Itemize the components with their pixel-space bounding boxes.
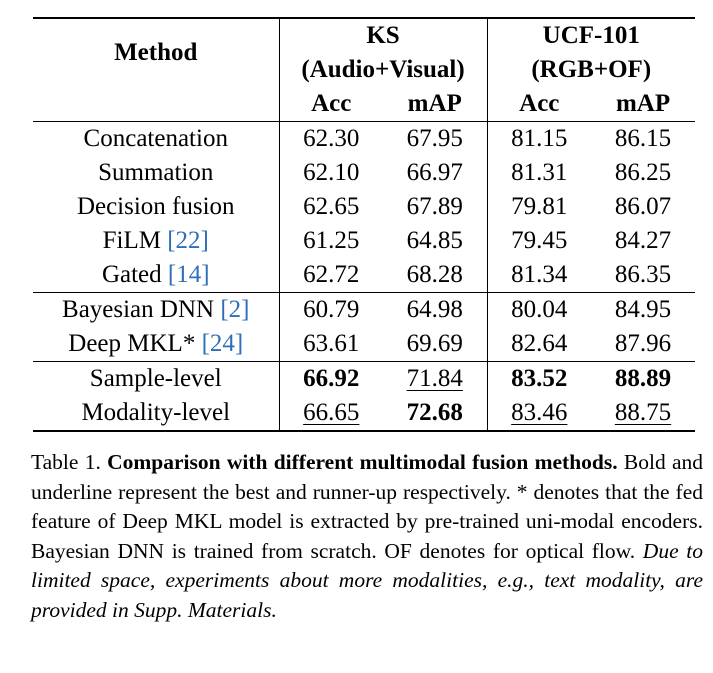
value-cell: 61.25 — [303, 227, 360, 254]
table-body: Concatenation 62.30 67.95 81.15 86.15 Su… — [33, 121, 696, 431]
value-cell: 62.30 — [303, 125, 360, 152]
value-cell-best: 66.92 — [303, 365, 360, 392]
value-cell: 62.65 — [303, 193, 360, 220]
value-cell: 64.85 — [383, 224, 488, 258]
table-row: Deep MKL* [24] 63.61 69.69 82.64 87.96 — [33, 327, 695, 362]
method-header-spacer — [33, 87, 280, 122]
ks-acc-header: Acc — [311, 90, 352, 117]
table-row: Sample-level 66.92 71.84 83.52 88.89 — [33, 361, 696, 396]
method-cell: Bayesian DNN [2] — [33, 292, 280, 327]
method-cell: Gated [14] — [33, 258, 280, 293]
value-cell: 86.15 — [614, 125, 672, 152]
value-cell: 62.10 — [303, 159, 360, 186]
value-cell-runner-up: 66.65 — [303, 399, 360, 426]
ks-map-header: mAP — [383, 87, 488, 122]
table-header: Method KS UCF-101 (Audio+Visual) (RGB+OF… — [33, 18, 696, 122]
value-cell: 67.95 — [383, 121, 488, 156]
ks-group-subheader: (Audio+Visual) — [279, 53, 488, 87]
method-cell: Modality-level — [33, 396, 280, 431]
method-column-header: Method — [33, 18, 280, 87]
value-cell: 63.61 — [303, 330, 360, 357]
value-cell: 68.28 — [383, 258, 488, 293]
table-row: Gated [14] 62.72 68.28 81.34 86.35 — [33, 258, 695, 293]
value-cell: 86.25 — [614, 159, 672, 186]
value-cell-runner-up: 83.46 — [511, 399, 568, 426]
method-cell: Decision fusion — [33, 190, 280, 224]
table-row: Decision fusion 62.65 67.89 79.81 86.07 — [33, 190, 695, 224]
value-cell: 82.64 — [511, 330, 568, 357]
ucf-acc-header: Acc — [519, 90, 560, 117]
table-row: Concatenation 62.30 67.95 81.15 86.15 — [33, 121, 696, 156]
value-cell-best: 88.89 — [614, 365, 672, 392]
table-row: Summation 62.10 66.97 81.31 86.25 — [33, 156, 695, 190]
table-row: Modality-level 66.65 72.68 83.46 88.75 — [33, 396, 696, 431]
citation-link[interactable]: [24] — [201, 330, 244, 357]
citation-link[interactable]: [2] — [220, 296, 250, 323]
method-cell: Deep MKL* [24] — [33, 327, 280, 362]
value-cell: 81.34 — [511, 261, 568, 288]
method-cell: Summation — [33, 156, 280, 190]
value-cell: 86.35 — [614, 261, 672, 288]
caption-label: Table 1. — [31, 450, 101, 474]
value-cell: 86.07 — [614, 193, 672, 220]
value-cell: 84.27 — [614, 227, 672, 254]
table-row: FiLM [22] 61.25 64.85 79.45 84.27 — [33, 224, 695, 258]
value-cell: 84.95 — [614, 296, 672, 323]
value-cell: 81.15 — [511, 125, 568, 152]
value-cell-runner-up: 88.75 — [614, 399, 672, 426]
comparison-table: Method KS UCF-101 (Audio+Visual) (RGB+OF… — [33, 17, 696, 432]
value-cell: 79.45 — [511, 227, 568, 254]
value-cell: 62.72 — [303, 261, 360, 288]
value-cell: 80.04 — [511, 296, 568, 323]
method-cell: FiLM [22] — [33, 224, 280, 258]
comparison-table-container: Method KS UCF-101 (Audio+Visual) (RGB+OF… — [33, 17, 696, 432]
value-cell-runner-up: 71.84 — [383, 361, 488, 396]
value-cell: 66.97 — [383, 156, 488, 190]
value-cell: 87.96 — [614, 330, 672, 357]
ucf-group-header: UCF-101 — [542, 22, 640, 49]
ucf-group-subheader: (RGB+OF) — [531, 56, 652, 83]
ucf-map-header: mAP — [615, 90, 671, 117]
citation-link[interactable]: [22] — [167, 227, 209, 254]
value-cell: 67.89 — [383, 190, 488, 224]
value-cell: 69.69 — [383, 327, 488, 362]
table-row: Bayesian DNN [2] 60.79 64.98 80.04 84.95 — [33, 292, 696, 327]
value-cell: 81.31 — [511, 159, 568, 186]
value-cell: 64.98 — [383, 292, 488, 327]
value-cell-best: 72.68 — [383, 396, 488, 431]
caption-text: Bold and underline represent the best an… — [31, 450, 703, 563]
value-cell-best: 83.52 — [511, 365, 568, 392]
caption-bold-title: Comparison with different multimodal fus… — [107, 450, 618, 474]
table-caption: Table 1. Comparison with different multi… — [31, 448, 703, 626]
caption-italic-note: Due to limited space, experiments about … — [31, 538, 703, 622]
ks-group-header: KS — [279, 18, 488, 53]
value-cell: 60.79 — [303, 296, 360, 323]
method-cell: Sample-level — [33, 361, 280, 396]
method-cell: Concatenation — [33, 121, 280, 156]
value-cell: 79.81 — [511, 193, 568, 220]
citation-link[interactable]: [14] — [167, 261, 210, 288]
